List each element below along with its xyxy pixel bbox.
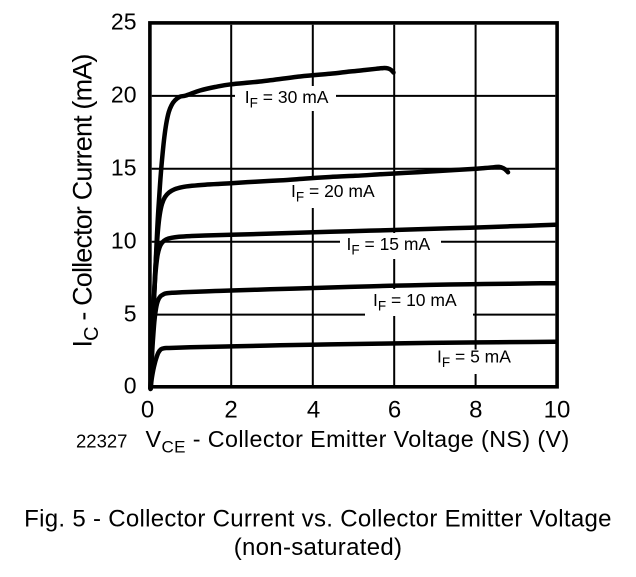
svg-text:0: 0 — [141, 397, 154, 424]
svg-text:2: 2 — [224, 397, 237, 424]
svg-text:IF = 15 mA: IF = 15 mA — [347, 234, 431, 258]
svg-text:25: 25 — [111, 9, 137, 35]
svg-text:10: 10 — [111, 227, 137, 253]
svg-text:8: 8 — [469, 397, 482, 424]
svg-text:20: 20 — [111, 82, 137, 108]
svg-text:10: 10 — [544, 397, 571, 424]
svg-text:IC - Collector Current (mA): IC - Collector Current (mA) — [68, 54, 104, 347]
svg-text:VCE - Collector Emitter Voltag: VCE - Collector Emitter Voltage (NS) (V) — [146, 426, 570, 457]
svg-text:4: 4 — [307, 397, 320, 424]
svg-text:IF = 20 mA: IF = 20 mA — [291, 181, 375, 205]
svg-text:IF = 5 mA: IF = 5 mA — [437, 347, 511, 371]
svg-text:IF = 30 mA: IF = 30 mA — [245, 87, 329, 111]
svg-text:0: 0 — [124, 372, 137, 398]
svg-text:Fig. 5 - Collector Current vs.: Fig. 5 - Collector Current vs. Collector… — [24, 506, 612, 533]
svg-text:22327: 22327 — [76, 430, 127, 451]
svg-text:(non-saturated): (non-saturated) — [234, 534, 403, 561]
svg-text:5: 5 — [124, 300, 137, 326]
svg-text:15: 15 — [111, 155, 137, 181]
svg-text:6: 6 — [388, 397, 401, 424]
svg-text:IF = 10 mA: IF = 10 mA — [373, 290, 457, 314]
